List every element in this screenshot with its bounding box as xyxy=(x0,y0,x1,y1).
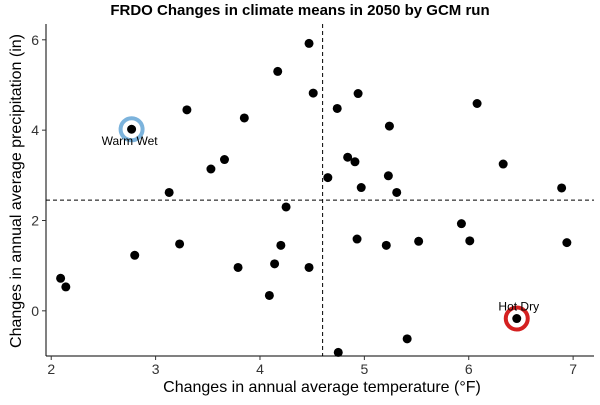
highlight-rings xyxy=(118,116,530,332)
highlight-label: Warm Wet xyxy=(102,134,159,148)
data-point xyxy=(219,155,229,165)
x-tick-label: 2 xyxy=(47,361,55,377)
data-point xyxy=(56,273,66,283)
data-point xyxy=(164,187,174,197)
data-point xyxy=(175,239,185,249)
data-point xyxy=(465,236,475,246)
data-point xyxy=(264,290,274,300)
data-point xyxy=(381,240,391,250)
data-point xyxy=(308,88,318,98)
data-point xyxy=(512,314,522,324)
data-point xyxy=(352,234,362,244)
data-point xyxy=(498,159,508,169)
data-point xyxy=(333,347,343,357)
x-tick-label: 6 xyxy=(465,361,473,377)
data-point xyxy=(206,164,216,174)
data-point xyxy=(182,105,192,115)
data-point xyxy=(61,282,71,292)
y-axis-label: Changes in annual average precipitation … xyxy=(8,34,25,348)
x-tick-label: 5 xyxy=(360,361,368,377)
data-point xyxy=(383,171,393,181)
y-tick-label: 0 xyxy=(31,303,39,319)
data-point xyxy=(130,250,140,260)
data-point xyxy=(281,202,291,212)
x-tick-label: 4 xyxy=(256,361,264,377)
reference-lines xyxy=(46,24,594,356)
data-point xyxy=(402,334,412,344)
data-point xyxy=(472,98,482,108)
data-point xyxy=(304,262,314,272)
data-point xyxy=(343,152,353,162)
data-point xyxy=(456,219,466,229)
data-point xyxy=(233,262,243,272)
data-point xyxy=(356,183,366,193)
data-point xyxy=(304,38,314,48)
data-point xyxy=(350,157,360,167)
x-tick-label: 3 xyxy=(152,361,160,377)
chart-title: FRDO Changes in climate means in 2050 by… xyxy=(110,2,489,19)
data-point xyxy=(557,183,567,193)
data-point xyxy=(127,124,137,134)
x-axis-label: Changes in annual average temperature (°… xyxy=(163,379,481,396)
annotations: Warm Wet Hot Dry xyxy=(102,134,540,313)
data-point xyxy=(276,240,286,250)
highlight-ring xyxy=(118,116,145,143)
data-point xyxy=(273,66,283,76)
data-point xyxy=(384,121,394,131)
highlight-label: Hot Dry xyxy=(498,300,539,314)
data-point xyxy=(270,259,280,269)
data-points xyxy=(56,38,572,357)
data-point xyxy=(323,173,333,183)
y-tick-label: 6 xyxy=(31,32,39,48)
data-point xyxy=(353,89,363,99)
x-tick-label: 7 xyxy=(569,361,577,377)
data-point xyxy=(392,187,402,197)
y-tick-label: 2 xyxy=(31,212,39,228)
data-point xyxy=(414,236,424,246)
axes: 2 3 4 5 6 7 0 2 4 6 xyxy=(31,24,594,377)
y-tick-label: 4 xyxy=(31,122,39,138)
data-point xyxy=(332,103,342,113)
data-point xyxy=(239,113,249,123)
data-point xyxy=(562,238,572,248)
highlight-ring xyxy=(503,305,530,332)
